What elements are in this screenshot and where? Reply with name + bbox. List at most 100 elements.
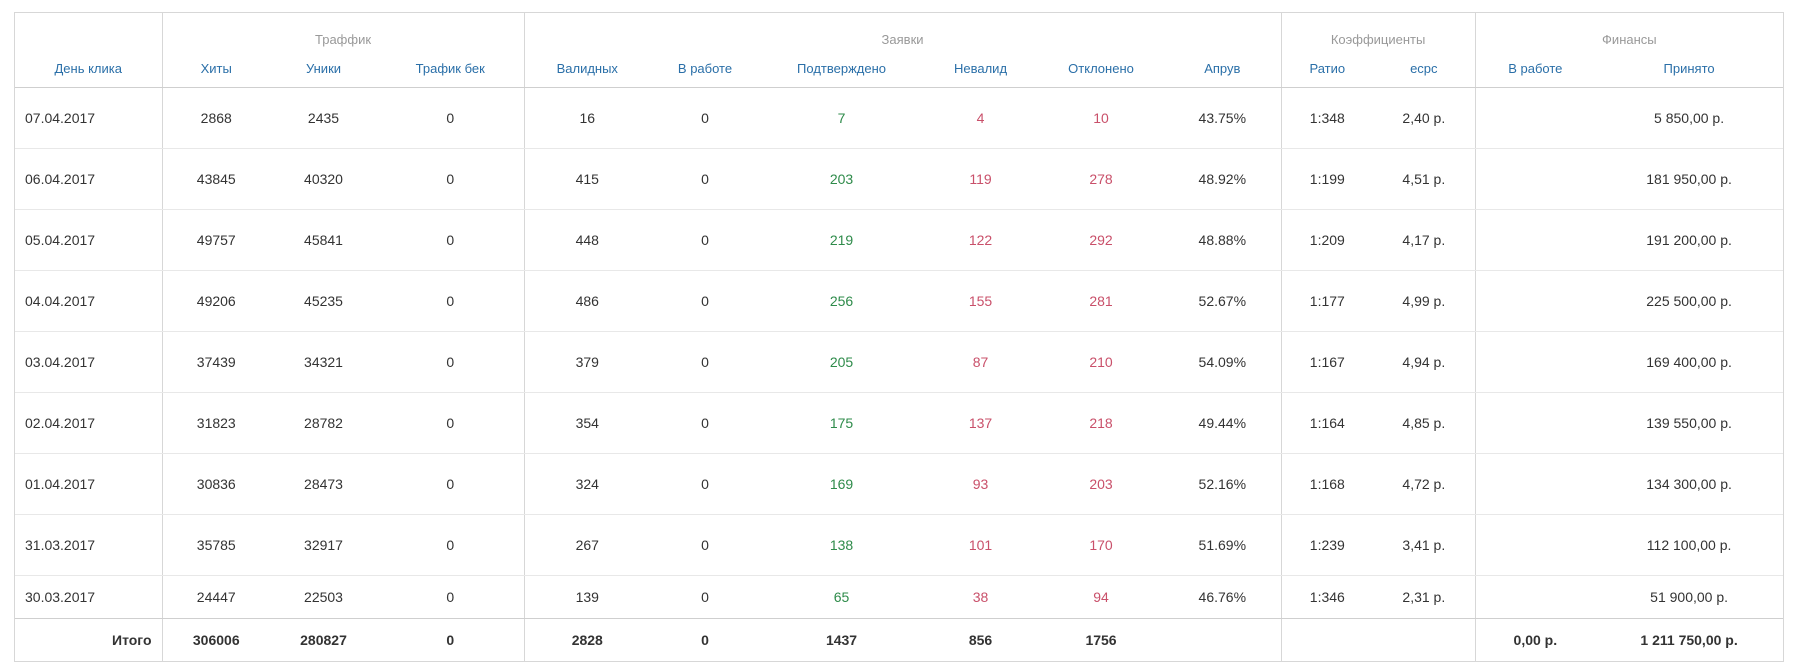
cell-approve: 54.09% xyxy=(1164,331,1282,393)
cell-approve: 49.44% xyxy=(1164,392,1282,454)
cell-in-work: 0 xyxy=(650,148,761,210)
cell-invalid: 87 xyxy=(923,331,1039,393)
table-row: 31.03.2017 35785 32917 0 267 0 138 101 1… xyxy=(15,514,1784,576)
group-coefficients: Коэффициенты xyxy=(1280,13,1476,49)
cell-in-work: 0 xyxy=(650,392,761,454)
cell-invalid: 38 xyxy=(923,575,1039,619)
cell-accepted: 181 950,00 р. xyxy=(1595,148,1784,210)
cell-fin-in-work xyxy=(1474,392,1596,454)
col-traffic-back[interactable]: Трафик бек xyxy=(377,49,525,88)
totals-row: Итого 306006 280827 0 2828 0 1437 856 17… xyxy=(15,618,1783,662)
stats-table-container: Траффик Заявки Коэффициенты Финансы День… xyxy=(14,12,1784,662)
cell-traffic-back: 0 xyxy=(377,270,525,332)
cell-uniques: 2435 xyxy=(270,87,377,149)
cell-invalid: 119 xyxy=(923,148,1039,210)
col-uniques[interactable]: Уники xyxy=(270,49,377,88)
cell-invalid: 4 xyxy=(923,87,1039,149)
cell-accepted: 225 500,00 р. xyxy=(1595,270,1784,332)
cell-day: 31.03.2017 xyxy=(15,514,162,576)
cell-invalid: 93 xyxy=(923,453,1039,515)
col-approve[interactable]: Апрув xyxy=(1164,49,1282,88)
cell-hits: 31823 xyxy=(161,392,270,454)
cell-day: 03.04.2017 xyxy=(15,331,162,393)
cell-rejected: 278 xyxy=(1038,148,1165,210)
cell-ecpc: 4,99 р. xyxy=(1373,270,1476,332)
cell-uniques: 45841 xyxy=(270,209,377,271)
group-empty xyxy=(15,13,162,49)
col-rejected[interactable]: Отклонено xyxy=(1038,49,1165,88)
cell-approve: 46.76% xyxy=(1164,575,1282,619)
col-invalid[interactable]: Невалид xyxy=(923,49,1039,88)
cell-in-work: 0 xyxy=(650,270,761,332)
col-confirmed[interactable]: Подтверждено xyxy=(760,49,924,88)
cell-day: 06.04.2017 xyxy=(15,148,162,210)
col-day[interactable]: День клика xyxy=(15,49,162,88)
cell-traffic-back: 0 xyxy=(377,148,525,210)
table-row: 07.04.2017 2868 2435 0 16 0 7 4 10 43.75… xyxy=(15,87,1784,149)
cell-fin-in-work xyxy=(1474,87,1596,149)
cell-traffic-back: 0 xyxy=(377,514,525,576)
cell-ratio: 1:239 xyxy=(1280,514,1374,576)
cell-hits: 49757 xyxy=(161,209,270,271)
total-approve xyxy=(1164,619,1281,662)
cell-hits: 43845 xyxy=(161,148,270,210)
cell-ratio: 1:164 xyxy=(1280,392,1374,454)
cell-confirmed: 256 xyxy=(760,270,924,332)
cell-traffic-back: 0 xyxy=(377,331,525,393)
cell-ecpc: 4,85 р. xyxy=(1373,392,1476,454)
cell-in-work: 0 xyxy=(650,453,761,515)
cell-approve: 48.92% xyxy=(1164,148,1282,210)
cell-ecpc: 4,51 р. xyxy=(1373,148,1476,210)
cell-approve: 52.67% xyxy=(1164,270,1282,332)
cell-accepted: 169 400,00 р. xyxy=(1595,331,1784,393)
col-accepted[interactable]: Принято xyxy=(1595,49,1784,88)
col-ecpc[interactable]: ecpc xyxy=(1373,49,1476,88)
col-valid[interactable]: Валидных xyxy=(523,49,651,88)
cell-uniques: 28782 xyxy=(270,392,377,454)
col-in-work[interactable]: В работе xyxy=(650,49,761,88)
cell-invalid: 122 xyxy=(923,209,1039,271)
cell-ecpc: 4,17 р. xyxy=(1373,209,1476,271)
cell-valid: 354 xyxy=(523,392,651,454)
table-row: 06.04.2017 43845 40320 0 415 0 203 119 2… xyxy=(15,148,1784,210)
cell-uniques: 34321 xyxy=(270,331,377,393)
cell-accepted: 139 550,00 р. xyxy=(1595,392,1784,454)
cell-valid: 486 xyxy=(523,270,651,332)
cell-confirmed: 169 xyxy=(760,453,924,515)
cell-accepted: 112 100,00 р. xyxy=(1595,514,1784,576)
table-row: 04.04.2017 49206 45235 0 486 0 256 155 2… xyxy=(15,270,1784,332)
table-row: 01.04.2017 30836 28473 0 324 0 169 93 20… xyxy=(15,453,1784,515)
cell-in-work: 0 xyxy=(650,87,761,149)
cell-day: 04.04.2017 xyxy=(15,270,162,332)
col-hits[interactable]: Хиты xyxy=(161,49,270,88)
cell-in-work: 0 xyxy=(650,331,761,393)
cell-fin-in-work xyxy=(1474,148,1596,210)
cell-rejected: 210 xyxy=(1038,331,1165,393)
total-ratio xyxy=(1280,618,1374,661)
cell-ratio: 1:168 xyxy=(1280,453,1374,515)
cell-ratio: 1:167 xyxy=(1280,331,1374,393)
cell-confirmed: 138 xyxy=(760,514,924,576)
group-finance: Финансы xyxy=(1474,13,1784,49)
cell-day: 30.03.2017 xyxy=(15,575,162,619)
col-fin-in-work[interactable]: В работе xyxy=(1474,49,1596,88)
cell-day: 01.04.2017 xyxy=(15,453,162,515)
cell-uniques: 28473 xyxy=(270,453,377,515)
cell-fin-in-work xyxy=(1474,209,1596,271)
cell-invalid: 101 xyxy=(923,514,1039,576)
cell-ecpc: 4,72 р. xyxy=(1373,453,1476,515)
col-ratio[interactable]: Ратио xyxy=(1280,49,1374,88)
cell-accepted: 5 850,00 р. xyxy=(1595,87,1784,149)
cell-approve: 52.16% xyxy=(1164,453,1282,515)
cell-confirmed: 65 xyxy=(760,575,924,619)
group-header-row: Траффик Заявки Коэффициенты Финансы xyxy=(15,13,1784,49)
cell-rejected: 281 xyxy=(1038,270,1165,332)
cell-ecpc: 4,94 р. xyxy=(1373,331,1476,393)
table-row: 02.04.2017 31823 28782 0 354 0 175 137 2… xyxy=(15,392,1784,454)
cell-traffic-back: 0 xyxy=(377,453,525,515)
cell-hits: 24447 xyxy=(161,575,270,619)
cell-valid: 139 xyxy=(523,575,651,619)
cell-ratio: 1:199 xyxy=(1280,148,1374,210)
group-traffic: Траффик xyxy=(161,13,525,49)
cell-confirmed: 7 xyxy=(760,87,924,149)
